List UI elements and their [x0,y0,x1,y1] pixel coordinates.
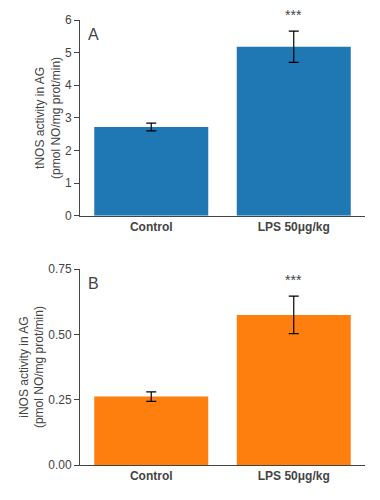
svg-text:Control: Control [130,220,173,234]
svg-text:***: *** [285,272,302,288]
svg-text:LPS 50μg/kg: LPS 50μg/kg [258,220,330,234]
svg-text:4: 4 [65,78,72,92]
svg-text:0: 0 [65,209,72,223]
svg-text:B: B [88,275,99,292]
svg-text:1: 1 [65,176,72,190]
svg-text:2: 2 [65,144,72,158]
svg-text:6: 6 [65,13,72,27]
svg-text:0.25: 0.25 [48,393,72,407]
svg-text:0.50: 0.50 [48,328,72,342]
svg-text:0.00: 0.00 [48,458,72,472]
svg-text:0.75: 0.75 [48,262,72,276]
svg-text:iNOS activity in AG(pmol NO/mg: iNOS activity in AG(pmol NO/mg prot/min) [17,306,47,428]
svg-text:***: *** [285,7,302,23]
svg-text:5: 5 [65,46,72,60]
svg-text:LPS 50μg/kg: LPS 50μg/kg [258,469,330,483]
svg-text:3: 3 [65,111,72,125]
svg-text:Control: Control [130,469,173,483]
svg-text:A: A [88,26,99,43]
svg-text:tNOS activity in AG(pmol NO/mg: tNOS activity in AG(pmol NO/mg prot/min) [33,57,63,179]
